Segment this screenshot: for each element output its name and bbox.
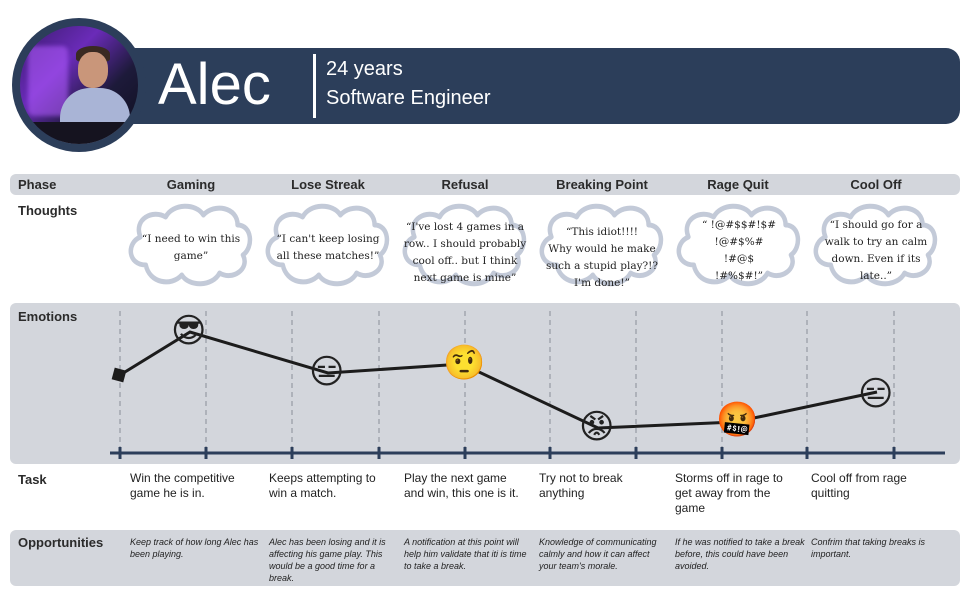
thought-lose-streak: “I can't keep losing all these matches!” — [276, 233, 380, 262]
thought-gaming: “I need to win this game” — [141, 233, 241, 262]
phase-lose-streak: Lose Streak — [291, 177, 365, 192]
timeline-ticks — [118, 447, 896, 459]
phase-label: Phase — [18, 177, 57, 192]
phase-gaming: Gaming — [166, 177, 216, 192]
emotion-chart — [110, 311, 945, 459]
phase-band — [10, 174, 960, 195]
thoughts-label: Thoughts — [18, 203, 78, 218]
persona-age: 24 years — [326, 58, 403, 80]
persona-occupation: Software Engineer — [326, 87, 491, 109]
header-divider — [313, 54, 316, 118]
emotions-band — [10, 303, 960, 464]
opportunity-breaking-point: Knowledge of communicating calmly and ho… — [539, 537, 657, 571]
pouting-angry-face-icon: 😡 — [579, 407, 615, 447]
opportunity-rage-quit: If he was notified to take a break befor… — [675, 537, 805, 571]
persona-avatar — [12, 18, 146, 152]
phase-cool-off: Cool Off — [850, 177, 902, 192]
thought-rage-quit: “ !@#$$#!$# !@#$%# !#@$ !#%$#!” — [701, 219, 777, 282]
opportunity-gaming: Keep track of how long Alec has been pla… — [130, 537, 259, 559]
opportunities-band — [10, 530, 960, 586]
thought-refusal: “I've lost 4 games in a row.. I should pr… — [403, 221, 527, 284]
task-rage-quit: Storms off in rage to get away from the … — [675, 471, 783, 515]
opportunity-cool-off: Confrim that taking breaks is important. — [811, 537, 926, 559]
emotion-line-start — [111, 367, 127, 383]
phase-breaking-point: Breaking Point — [556, 177, 648, 192]
opportunity-refusal: A notification at this point will help h… — [404, 537, 527, 571]
thought-breaking-point: “This idiot!!!! Why would he make such a … — [546, 226, 658, 289]
expressionless-face-icon: 😑 — [309, 352, 345, 392]
emotions-label: Emotions — [18, 309, 78, 324]
task-cool-off: Cool off from rage quitting — [811, 471, 907, 500]
cool-sunglasses-face-icon: 😎 — [171, 311, 207, 351]
persona-name: Alec — [158, 52, 271, 117]
phase-refusal: Refusal — [441, 177, 489, 192]
opportunity-lose-streak: Alec has been losing and it is affecting… — [269, 537, 386, 583]
cursing-face-icon: 🤬 — [716, 400, 759, 440]
phase-gridlines — [119, 311, 895, 453]
raised-eyebrow-face-icon: 🤨 — [443, 343, 486, 383]
task-refusal: Play the next game and win, this one is … — [404, 471, 519, 500]
thought-cool-off: “I should go for a walk to try an calm do… — [824, 219, 928, 282]
emotion-line — [119, 330, 878, 430]
task-breaking-point: Try not to break anything — [539, 471, 623, 500]
task-lose-streak: Keeps attempting to win a match. — [269, 471, 376, 500]
task-label: Task — [18, 472, 47, 487]
persona-header-bar — [120, 48, 960, 124]
opportunities-label: Opportunities — [18, 535, 104, 550]
phase-rage-quit: Rage Quit — [707, 177, 769, 192]
task-gaming: Win the competitive game he is in. — [130, 471, 235, 500]
expressionless-face-icon-cool-off: 😑 — [858, 374, 894, 414]
